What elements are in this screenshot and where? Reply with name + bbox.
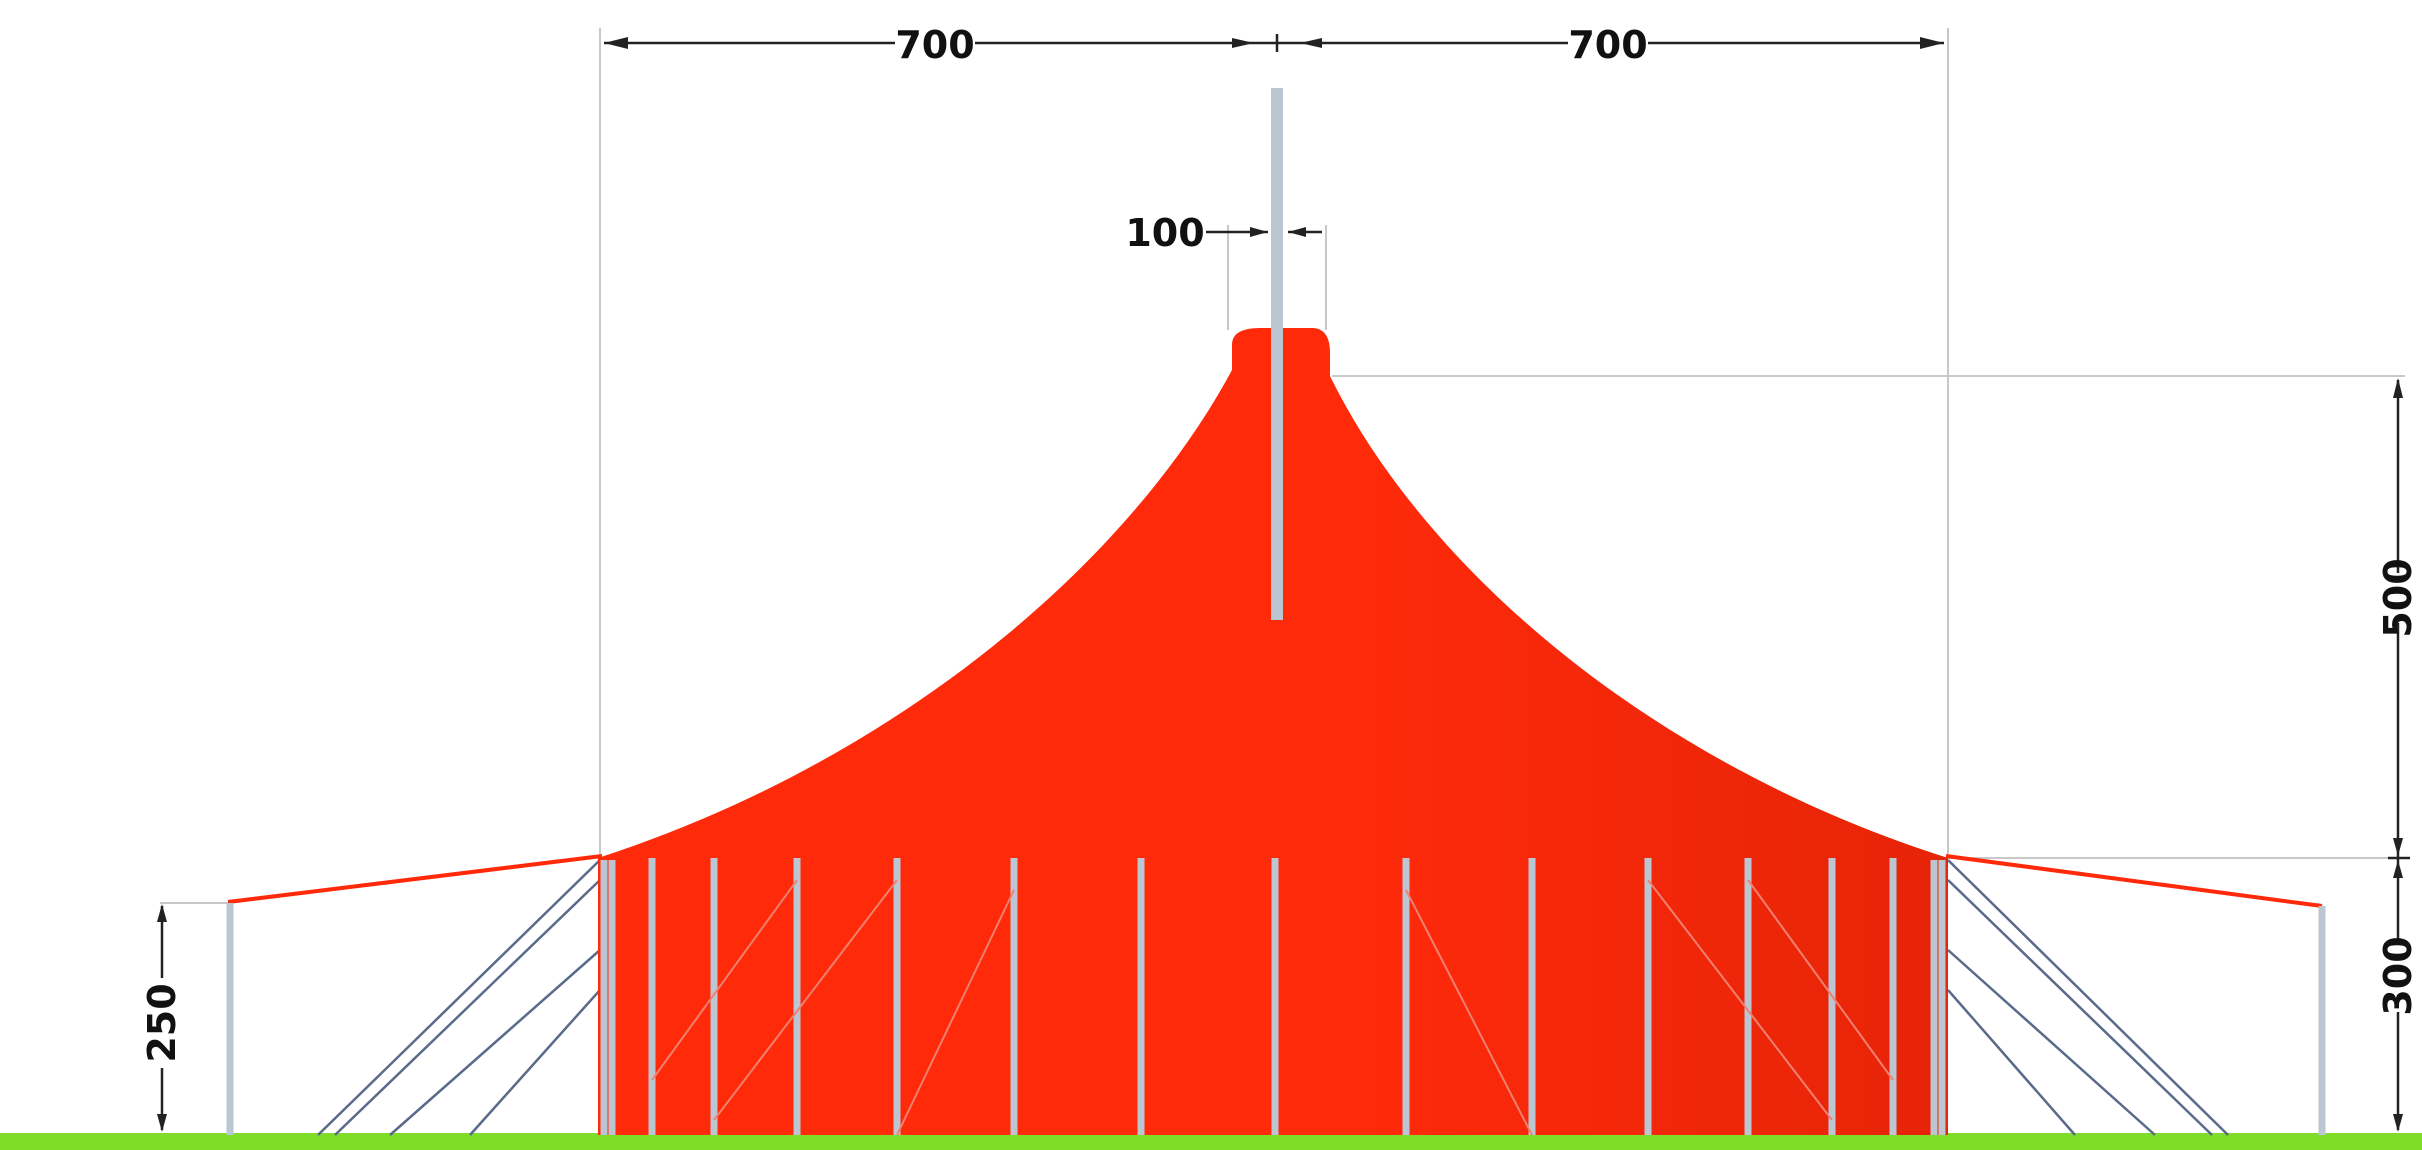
central-mast <box>1271 88 1283 620</box>
interior-braces <box>651 879 1894 1136</box>
awning-poles <box>226 903 2326 1135</box>
dim-roof-height-label: 500 <box>2376 558 2420 637</box>
wall-poles <box>600 858 1946 1135</box>
dim-outer-height-label: 250 <box>140 983 184 1062</box>
guide-lines <box>160 28 2405 904</box>
dim-wall-height-label: 300 <box>2376 936 2420 1015</box>
dimension-lines <box>157 34 2410 1132</box>
dim-mast-width-label: 100 <box>1125 211 1204 255</box>
guy-ropes <box>317 859 2229 1136</box>
awning-lines <box>227 854 2323 908</box>
tent-canvas <box>598 328 1948 1135</box>
dim-left-width-label: 700 <box>895 23 974 67</box>
ground-strip <box>0 1133 2422 1150</box>
dim-right-width-label: 700 <box>1568 23 1647 67</box>
